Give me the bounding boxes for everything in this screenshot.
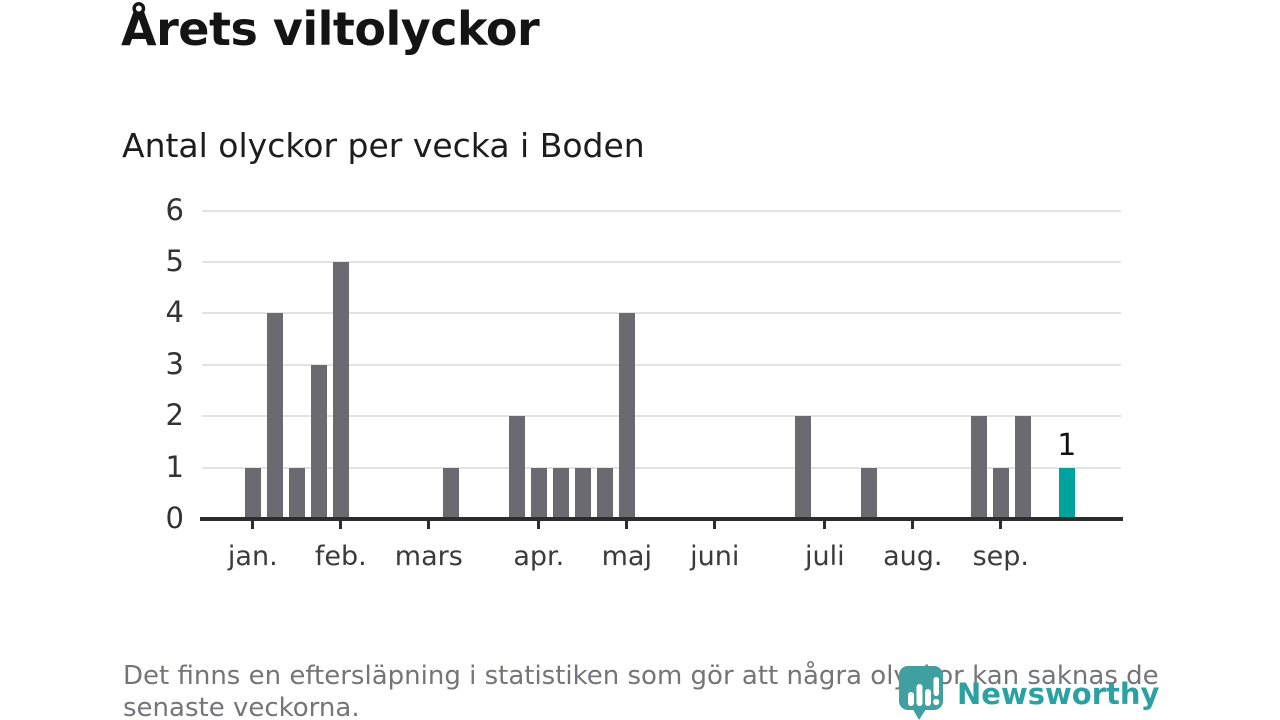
- bar-value-label: 1: [1057, 427, 1077, 463]
- x-tick-apr: [537, 519, 541, 529]
- x-axis-label-maj: maj: [601, 541, 652, 572]
- x-tick-jan: [251, 519, 255, 529]
- y-axis-label-0: 0: [165, 501, 184, 535]
- bar-week-36: [1015, 416, 1031, 519]
- bar-week-10: [443, 467, 459, 519]
- x-axis-label-juli: juli: [804, 541, 845, 572]
- x-axis-label-juni: juni: [690, 541, 740, 572]
- bar-week-35: [993, 467, 1009, 519]
- x-tick-juni: [713, 519, 717, 529]
- y-axis-label-6: 6: [165, 192, 184, 227]
- y-axis-label-1: 1: [165, 449, 184, 484]
- x-axis-label-sep: sep.: [972, 541, 1029, 572]
- chart-subtitle: Antal olyckor per vecka i Boden: [122, 126, 645, 165]
- bar-week-34: [971, 416, 987, 519]
- x-axis-label-jan: jan.: [227, 541, 278, 572]
- x-axis-label-apr: apr.: [513, 541, 565, 572]
- bar-week-4: [311, 364, 327, 519]
- newsworthy-speech-bubble-chart-icon: [899, 666, 943, 720]
- x-tick-maj: [625, 519, 629, 529]
- bar-week-38: [1059, 467, 1075, 519]
- y-axis-label-2: 2: [165, 398, 184, 433]
- bar-week-17: [597, 467, 613, 519]
- x-axis-line: [200, 517, 1123, 521]
- gridline-y-1: [202, 466, 1121, 469]
- newsworthy-logo: Newsworthy: [898, 666, 1159, 720]
- page-title: Årets viltolyckor: [121, 2, 540, 56]
- x-tick-sep: [999, 519, 1003, 529]
- newsworthy-logo-text: Newsworthy: [957, 677, 1160, 711]
- gridline-y-6: [202, 209, 1121, 212]
- x-tick-aug: [911, 519, 915, 529]
- x-tick-mars: [427, 519, 431, 529]
- x-axis-label-feb: feb.: [314, 541, 367, 572]
- bar-week-13: [509, 416, 525, 519]
- gridline-y-2: [202, 415, 1121, 418]
- bar-week-18: [619, 313, 635, 519]
- x-axis-label-aug: aug.: [883, 541, 943, 572]
- footnote-line-2: senaste veckorna.: [123, 693, 360, 720]
- footnote-line-1: Det finns en eftersläpning i statistiken…: [123, 661, 1159, 691]
- y-axis-label-3: 3: [165, 346, 184, 381]
- y-axis-label-4: 4: [165, 295, 184, 330]
- bar-week-26: [795, 416, 811, 519]
- bar-week-16: [575, 467, 591, 519]
- bar-week-15: [553, 467, 569, 519]
- gridline-y-4: [202, 312, 1121, 315]
- bar-week-1: [245, 467, 261, 519]
- gridline-y-5: [202, 261, 1121, 263]
- bar-week-2: [267, 313, 283, 519]
- x-axis-label-mars: mars: [394, 541, 463, 572]
- x-tick-juli: [823, 519, 827, 529]
- x-tick-feb: [339, 519, 343, 529]
- bar-week-3: [289, 467, 305, 519]
- bar-week-5: [333, 262, 349, 519]
- gridline-y-3: [202, 363, 1121, 366]
- bar-week-14: [531, 467, 547, 519]
- y-axis-label-5: 5: [165, 244, 184, 278]
- footnote: Det finns en eftersläpning i statistiken…: [123, 660, 1159, 720]
- bar-week-29: [861, 467, 877, 519]
